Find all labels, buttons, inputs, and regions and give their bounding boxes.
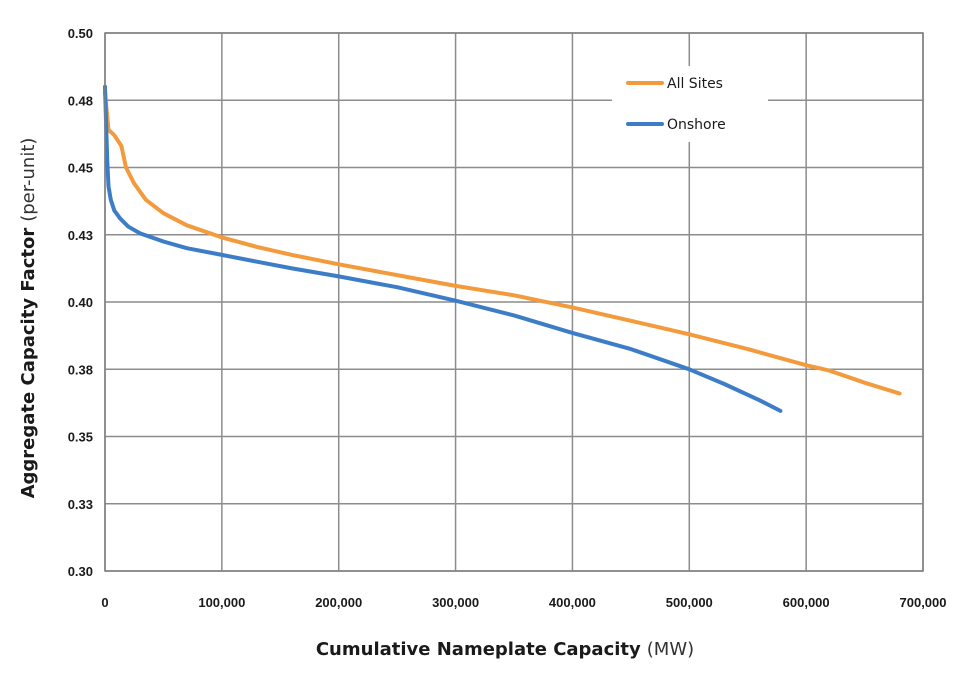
x-axis-title-main: Cumulative Nameplate Capacity: [316, 639, 641, 660]
x-tick-label: 400,000: [549, 595, 596, 610]
series-line-onshore: [103, 84, 783, 413]
y-axis-title-unit: (per-unit): [18, 138, 39, 222]
y-tick-label: 0.43: [68, 228, 93, 243]
data-series: [103, 84, 902, 413]
y-tick-label: 0.30: [68, 564, 93, 579]
y-axis-title: Aggregate Capacity Factor (per-unit): [18, 138, 39, 499]
legend: All Sites Onshore: [612, 66, 768, 142]
y-tick-label: 0.50: [68, 26, 93, 41]
legend-label-all-sites: All Sites: [667, 76, 723, 92]
x-axis-title: Cumulative Nameplate Capacity (MW): [316, 639, 694, 660]
x-tick-label: 600,000: [783, 595, 830, 610]
legend-label-onshore: Onshore: [667, 117, 726, 133]
x-tick-label: 500,000: [666, 595, 713, 610]
x-tick-labels: 0 100,000 200,000 300,000 400,000 500,000 600,…: [101, 595, 946, 610]
x-tick-label: 200,000: [315, 595, 362, 610]
x-tick-label: 100,000: [198, 595, 245, 610]
series-line-all-sites: [103, 90, 902, 396]
y-tick-label: 0.40: [68, 295, 93, 310]
legend-box: [612, 66, 768, 142]
y-tick-label: 0.38: [68, 362, 93, 377]
plot-area-border: [104, 32, 924, 572]
y-axis-title-main: Aggregate Capacity Factor: [18, 228, 39, 499]
y-tick-label: 0.33: [68, 497, 93, 512]
x-tick-label: 700,000: [900, 595, 947, 610]
y-tick-label: 0.45: [68, 161, 93, 176]
y-tick-label: 0.35: [68, 430, 93, 445]
x-axis-title-unit: (MW): [647, 639, 694, 660]
y-tick-labels: 0.30 0.33 0.35 0.38 0.40 0.43 0.45 0.48 0.50: [68, 26, 93, 579]
x-tick-label: 0: [101, 595, 108, 610]
x-tick-label: 300,000: [432, 595, 479, 610]
y-tick-label: 0.48: [68, 93, 93, 108]
